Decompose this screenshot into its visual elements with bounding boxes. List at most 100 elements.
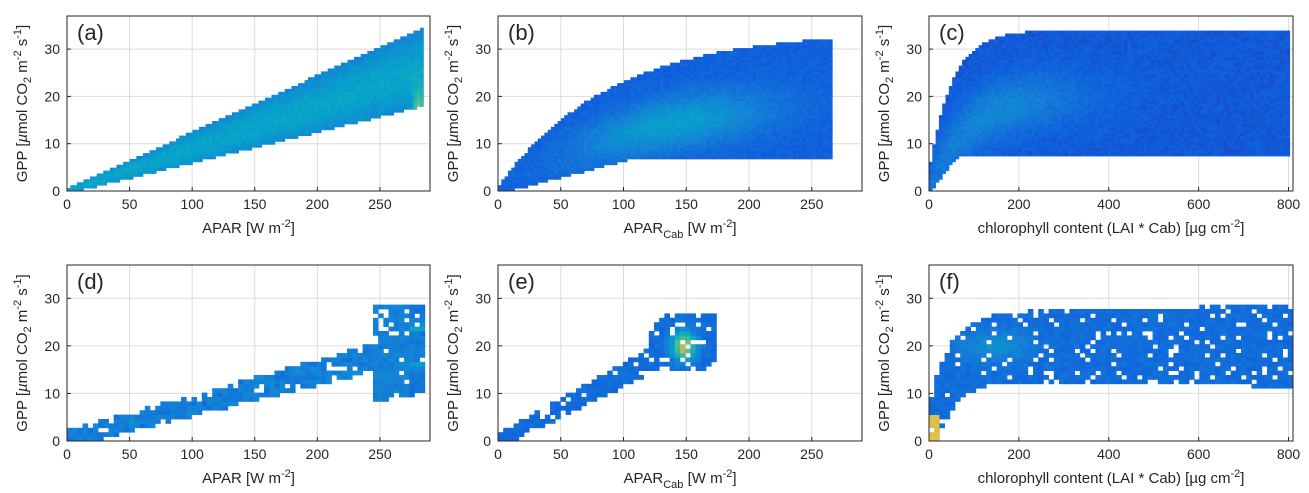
- density-cell: [687, 147, 691, 150]
- density-cell: [726, 80, 730, 83]
- density-cell: [397, 77, 401, 80]
- density-cell: [726, 83, 730, 86]
- density-cell: [268, 101, 272, 104]
- density-cell: [683, 101, 687, 104]
- density-cell: [117, 171, 121, 174]
- density-cell: [554, 174, 558, 177]
- density-cell: [726, 95, 730, 98]
- density-cell: [650, 144, 654, 147]
- density-cell: [796, 80, 800, 83]
- density-cell: [793, 71, 797, 74]
- density-cell: [295, 130, 299, 133]
- density-cell: [278, 112, 282, 115]
- density-cell: [802, 115, 806, 118]
- density-cell: [338, 101, 342, 104]
- density-cell: [746, 54, 750, 57]
- density-cell: [371, 57, 375, 60]
- density-cell: [414, 83, 418, 86]
- density-cell: [133, 162, 137, 165]
- density-cell: [697, 156, 701, 159]
- density-cell: [417, 89, 421, 92]
- density-cell: [390, 42, 394, 45]
- density-cell: [826, 86, 830, 89]
- density-cell: [965, 98, 969, 101]
- density-cell: [693, 115, 697, 118]
- density-cell: [816, 60, 820, 63]
- density-cell: [763, 115, 767, 118]
- density-cell: [816, 141, 820, 144]
- density-cell: [946, 153, 950, 156]
- density-cell: [826, 57, 830, 60]
- density-cell: [640, 77, 644, 80]
- density-cell: [212, 150, 216, 153]
- density-cell: [627, 95, 631, 98]
- density-cell: [87, 179, 91, 182]
- density-cell: [298, 92, 302, 95]
- density-cell: [959, 89, 963, 92]
- density-cell: [567, 165, 571, 168]
- density-cell: [338, 74, 342, 77]
- density-cell: [706, 115, 710, 118]
- density-cell: [301, 89, 305, 92]
- density-cell: [531, 171, 535, 174]
- density-cell: [942, 159, 946, 162]
- density-cell: [594, 106, 598, 109]
- density-cell: [554, 168, 558, 171]
- density-cell: [574, 144, 578, 147]
- density-cell: [812, 115, 816, 118]
- density-cell: [611, 89, 615, 92]
- density-cell: [278, 118, 282, 121]
- density-cell: [746, 77, 750, 80]
- density-cell: [222, 150, 226, 153]
- density-cell: [524, 159, 528, 162]
- density-cell: [802, 92, 806, 95]
- density-cell: [308, 95, 312, 98]
- density-cell: [521, 159, 525, 162]
- density-cell: [571, 112, 575, 115]
- density-cell: [627, 127, 631, 130]
- density-cell: [802, 144, 806, 147]
- density-cell: [417, 57, 421, 60]
- density-cell: [942, 168, 946, 171]
- density-cell: [634, 115, 638, 118]
- density-cell: [206, 130, 210, 133]
- density-cell: [687, 133, 691, 136]
- density-cell: [351, 112, 355, 115]
- density-cell: [328, 89, 332, 92]
- density-cell: [799, 77, 803, 80]
- density-cell: [793, 77, 797, 80]
- density-cell: [663, 69, 667, 72]
- density-cell: [736, 69, 740, 72]
- density-cell: [965, 77, 969, 80]
- density-cell: [275, 101, 279, 104]
- density-cell: [597, 159, 601, 162]
- density-cell: [829, 144, 833, 147]
- density-cell: [381, 89, 385, 92]
- density-cell: [700, 147, 704, 150]
- density-cell: [371, 95, 375, 98]
- density-cell: [975, 141, 979, 144]
- density-cell: [249, 133, 253, 136]
- density-cell: [716, 150, 720, 153]
- density-cell: [779, 83, 783, 86]
- density-cell: [558, 133, 562, 136]
- density-cell: [716, 98, 720, 101]
- density-cell: [611, 104, 615, 107]
- density-cell: [255, 121, 259, 124]
- density-cell: [756, 74, 760, 77]
- density-cell: [773, 86, 777, 89]
- density-cell: [611, 118, 615, 121]
- density-cell: [404, 51, 408, 54]
- density-cell: [528, 168, 532, 171]
- density-cell: [404, 71, 408, 74]
- density-cell: [564, 159, 568, 162]
- density-cell: [687, 118, 691, 121]
- density-cell: [806, 89, 810, 92]
- density-cell: [740, 74, 744, 77]
- density-cell: [822, 42, 826, 45]
- density-cell: [397, 98, 401, 101]
- density-cell: [394, 54, 398, 57]
- density-cell: [150, 168, 154, 171]
- density-cell: [769, 124, 773, 127]
- density-cell: [783, 115, 787, 118]
